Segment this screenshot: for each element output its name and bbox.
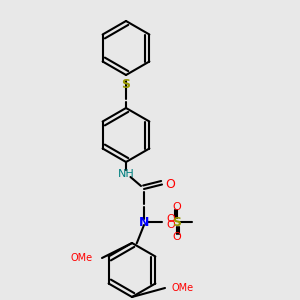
Text: OMe: OMe xyxy=(71,253,93,263)
Text: O: O xyxy=(172,202,182,212)
Text: NH: NH xyxy=(118,169,134,179)
Text: S: S xyxy=(172,215,182,229)
Text: O: O xyxy=(165,178,175,191)
Text: O: O xyxy=(172,232,182,242)
Text: O: O xyxy=(167,220,176,230)
Text: OMe: OMe xyxy=(171,283,193,293)
Text: N: N xyxy=(139,215,149,229)
Text: S: S xyxy=(122,77,130,91)
Text: O: O xyxy=(167,214,176,224)
